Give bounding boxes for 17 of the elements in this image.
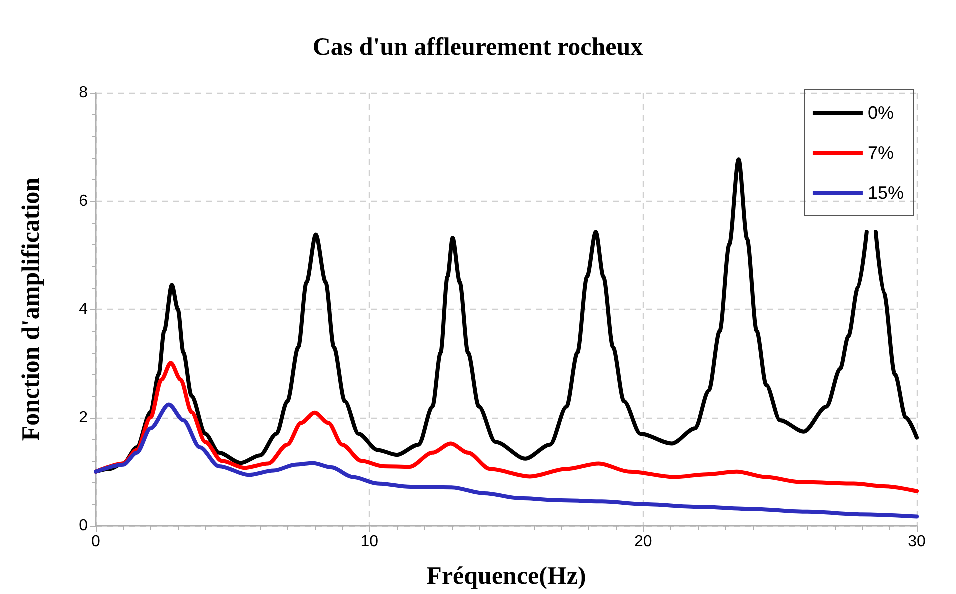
- line-series: [94, 361, 919, 494]
- y-tick-label: 6: [79, 192, 88, 210]
- x-tick-label: 10: [360, 534, 379, 550]
- x-axis-title: Fréquence(Hz): [426, 563, 586, 590]
- legend-label: 0%: [868, 103, 894, 123]
- chart-title: Cas d'un affleurement rocheux: [312, 34, 644, 61]
- y-tick-label: 4: [79, 301, 88, 318]
- line-series: [94, 402, 919, 519]
- legend-label: 15%: [868, 183, 904, 203]
- legend-label: 7%: [868, 143, 894, 163]
- y-axis-title: Fonction d'amplification: [18, 178, 45, 442]
- y-tick-label: 0: [79, 518, 88, 534]
- y-tick-label: 2: [79, 409, 88, 426]
- x-tick-label: 30: [908, 534, 926, 550]
- x-tick-label: 0: [92, 534, 101, 550]
- y-tick-label: 8: [79, 84, 88, 102]
- x-tick-label: 20: [634, 534, 652, 550]
